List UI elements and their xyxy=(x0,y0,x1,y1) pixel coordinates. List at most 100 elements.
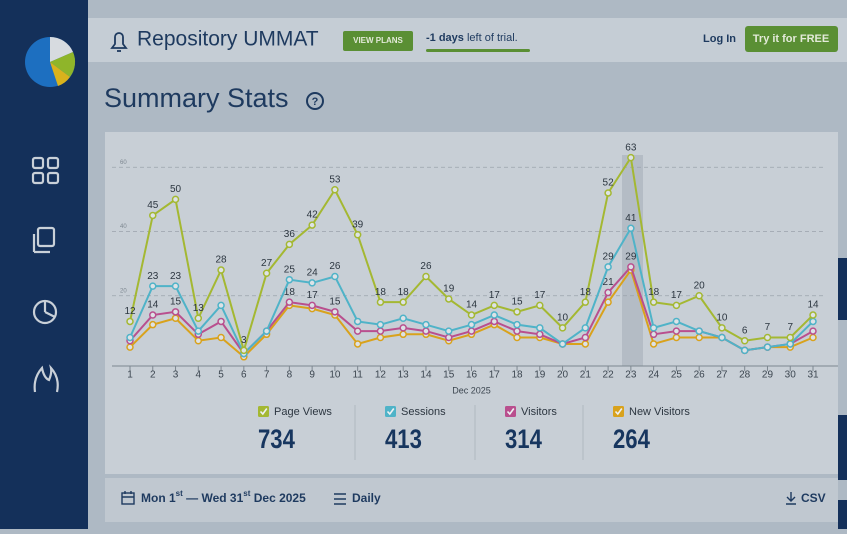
x-tick-label: 1 xyxy=(127,370,133,381)
data-point xyxy=(627,224,635,233)
cta-label[interactable]: Try it for FREE xyxy=(753,33,829,45)
data-label: 15 xyxy=(329,296,341,307)
data-point xyxy=(262,327,271,335)
data-label: 10 xyxy=(716,313,728,324)
data-point xyxy=(763,333,772,342)
help-icon[interactable]: ? xyxy=(306,92,324,110)
plans-button-label[interactable]: VIEW PLANS xyxy=(353,36,403,45)
data-point xyxy=(558,324,567,332)
data-point xyxy=(786,340,794,348)
data-point xyxy=(285,275,294,284)
cta-button[interactable] xyxy=(745,26,838,52)
data-point xyxy=(149,320,157,329)
data-label: 29 xyxy=(625,251,637,262)
data-point xyxy=(217,317,225,326)
data-label: 13 xyxy=(193,303,205,314)
svg-text:?: ? xyxy=(312,96,319,108)
data-label: 25 xyxy=(284,264,296,275)
trial-days: -1 days xyxy=(426,32,464,44)
date-start-sup: st xyxy=(176,489,183,498)
site-name: Repository UMMAT xyxy=(137,28,319,51)
data-point xyxy=(240,346,248,355)
data-point xyxy=(422,272,430,281)
data-point xyxy=(194,327,203,335)
data-point xyxy=(353,327,362,335)
data-label: 7 xyxy=(765,322,771,333)
data-point xyxy=(604,263,612,271)
legend-check xyxy=(614,408,623,416)
data-point xyxy=(695,327,703,335)
date-end-sup: st xyxy=(243,489,250,498)
data-point xyxy=(444,333,453,342)
legend-checkbox[interactable] xyxy=(505,406,516,417)
legend-checkbox[interactable] xyxy=(385,406,396,417)
data-label: 23 xyxy=(170,271,182,282)
date-range[interactable]: Mon 1st — Wed 31st Dec 2025 xyxy=(141,489,306,505)
data-label: 52 xyxy=(603,178,615,189)
legend-checkbox[interactable] xyxy=(613,406,624,417)
data-point xyxy=(353,317,362,326)
x-tick-label: 13 xyxy=(398,370,410,381)
data-point xyxy=(558,340,567,348)
data-point xyxy=(171,195,180,204)
logo xyxy=(25,36,76,87)
data-point xyxy=(604,288,612,297)
data-point xyxy=(399,324,407,332)
data-label: 18 xyxy=(284,287,296,298)
x-tick-label: 10 xyxy=(329,370,341,381)
data-point xyxy=(490,317,499,326)
side-tab[interactable] xyxy=(838,500,847,529)
x-tick-label: 29 xyxy=(762,370,774,381)
trial-text: -1 days left of trial. xyxy=(426,32,518,44)
data-label: 12 xyxy=(124,306,136,317)
data-point xyxy=(399,298,407,306)
data-point xyxy=(353,340,362,348)
data-label: 18 xyxy=(580,287,592,298)
data-label: 18 xyxy=(398,287,410,298)
x-tick-label: 23 xyxy=(625,370,637,381)
data-point xyxy=(581,340,590,348)
plans-button[interactable] xyxy=(343,31,413,51)
data-point xyxy=(627,263,635,271)
data-label: 53 xyxy=(329,174,341,185)
data-point xyxy=(331,272,339,281)
x-axis-label: Dec 2025 xyxy=(452,385,491,395)
interval[interactable]: Daily xyxy=(352,491,381,505)
csv-export[interactable]: CSV xyxy=(801,491,826,505)
x-tick-label: 16 xyxy=(466,370,478,381)
data-point xyxy=(376,298,385,306)
data-point xyxy=(649,298,658,306)
legend-checkbox[interactable] xyxy=(258,406,269,417)
sidebar-icons[interactable] xyxy=(31,156,60,393)
data-label: 17 xyxy=(489,290,501,301)
data-point xyxy=(171,314,180,322)
data-point xyxy=(672,317,681,326)
legend-check xyxy=(386,408,395,416)
data-point xyxy=(536,301,544,310)
data-point xyxy=(581,324,590,332)
data-point xyxy=(353,230,362,239)
sidebar xyxy=(0,0,88,529)
data-point xyxy=(809,333,817,342)
data-label: 28 xyxy=(216,255,228,266)
side-tab[interactable] xyxy=(838,258,847,320)
data-point xyxy=(649,330,658,339)
data-point xyxy=(513,327,521,335)
data-point xyxy=(604,189,612,197)
footer-bar xyxy=(105,478,838,522)
x-tick-label: 22 xyxy=(603,370,615,381)
data-point xyxy=(786,333,794,342)
side-tab[interactable] xyxy=(838,415,847,480)
series-total: 734 xyxy=(258,425,295,455)
x-tick-label: 12 xyxy=(375,370,387,381)
series-total: 413 xyxy=(385,425,422,455)
data-label: 6 xyxy=(742,325,748,336)
x-tick-label: 31 xyxy=(807,370,819,381)
login-link[interactable]: Log In xyxy=(703,33,736,45)
legend-check xyxy=(506,408,515,416)
data-label: 17 xyxy=(307,290,319,301)
data-point xyxy=(217,333,225,342)
data-point xyxy=(695,292,703,300)
date-end: Dec 2025 xyxy=(250,491,306,505)
